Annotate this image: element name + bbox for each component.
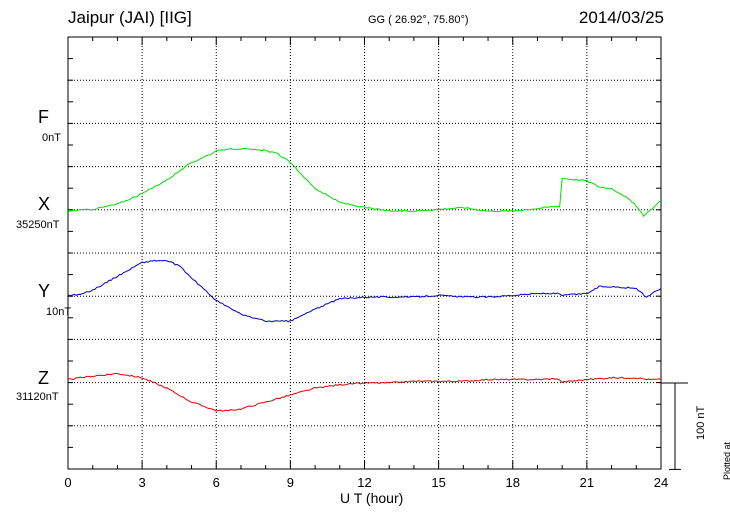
plotted-timestamp: Plotted at 2014/04/25 03:14 UT (722, 441, 730, 480)
component-x-label: X (38, 194, 51, 214)
x-tick-label: 18 (506, 475, 520, 490)
chart-date: 2014/03/25 (578, 8, 664, 27)
component-z-baseline: 31120nT (16, 391, 59, 403)
x-tick-label: 3 (139, 475, 146, 490)
station-title: Jaipur (JAI) [IIG] (68, 8, 192, 27)
x-tick-label: 0 (64, 475, 71, 490)
component-x-baseline: 35250nT (16, 219, 60, 231)
series-line-z (67, 373, 662, 412)
x-tick-label: 12 (357, 475, 371, 490)
component-y-label: Y (38, 281, 51, 301)
component-y-baseline: 10nT (46, 306, 72, 318)
x-axis-label: U T (hour) (340, 490, 404, 506)
series-line-y (67, 259, 662, 323)
x-tick-label: 15 (431, 475, 445, 490)
component-f-baseline: 0nT (42, 132, 61, 144)
x-tick-label: 9 (287, 475, 294, 490)
x-tick-label: 6 (213, 475, 220, 490)
geographic-coordinates: GG ( 26.92°, 75.80°) (368, 14, 469, 26)
component-z-label: Z (38, 368, 49, 388)
x-tick-label: 21 (580, 475, 594, 490)
scale-bar-label: 100 nT (695, 405, 707, 440)
x-tick-label: 24 (654, 475, 668, 490)
series-line-x (67, 147, 662, 218)
component-f-label: F (38, 107, 49, 127)
